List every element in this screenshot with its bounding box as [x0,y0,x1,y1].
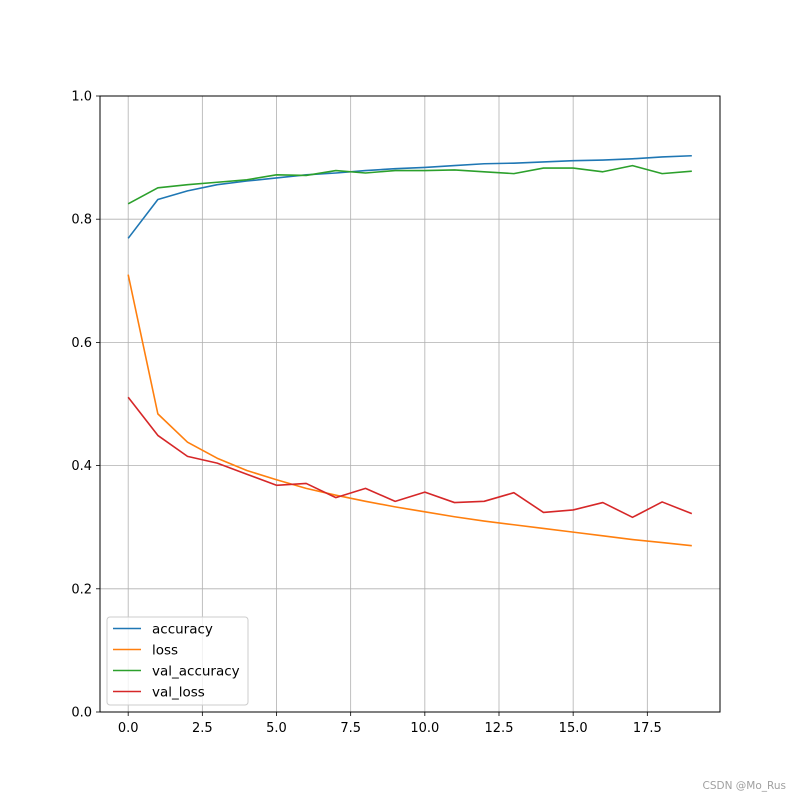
x-tick-label: 7.5 [340,721,361,736]
series-line-accuracy [127,154,692,239]
y-tick-label: 1.0 [71,90,92,105]
watermark: CSDN @Mo_Rus [702,780,786,792]
plot-frame [99,95,721,713]
x-tick-label: 15.0 [559,721,588,736]
legend-label: loss [152,642,178,658]
x-tick-label: 0.0 [118,721,139,736]
y-tick-label: 0.6 [71,336,92,351]
y-tick-label: 0.2 [71,582,92,597]
x-tick-label: 10.0 [410,721,439,736]
legend: accuracy loss val_accuracy val_loss [106,616,249,706]
x-tick-label: 12.5 [485,721,514,736]
series-line-val-loss [127,396,693,519]
x-tick-label: 17.5 [633,721,662,736]
x-tick-label: 2.5 [192,721,213,736]
y-tick-label: 0.8 [71,213,92,228]
series-line-loss [127,274,692,547]
series-line-val-accuracy [127,164,692,205]
y-tick-label: 0.0 [71,706,92,721]
legend-box [106,616,249,706]
legend-label: val_loss [152,684,205,700]
x-axis: 0.0 2.5 5.0 7.5 10.0 12.5 15.0 17.5 [118,712,662,736]
y-axis: 0.0 0.2 0.4 0.6 0.8 1.0 [71,90,100,721]
plot-series [127,154,693,547]
legend-label: accuracy [152,621,213,637]
x-tick-label: 5.0 [266,721,287,736]
legend-label: val_accuracy [152,663,240,679]
y-tick-label: 0.4 [71,459,92,474]
